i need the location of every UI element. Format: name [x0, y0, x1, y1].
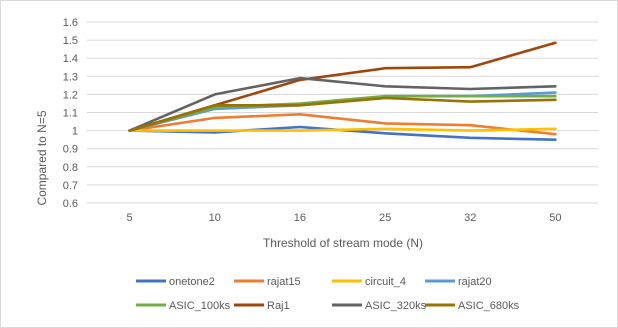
x-tick-label: 5 [127, 212, 133, 224]
series-line-asic-100ks [128, 94, 557, 132]
legend-label: ASIC_100ks [169, 300, 231, 312]
y-tick-label: 1 [72, 126, 78, 138]
series-line-raj1 [128, 41, 557, 132]
legend-item: ASIC_680ks [425, 300, 520, 312]
y-tick-label: 1.4 [63, 53, 78, 65]
series-lines [128, 41, 557, 141]
legend-label: onetone2 [169, 276, 215, 288]
y-tick-label: 1.5 [63, 35, 78, 47]
legend-label: ASIC_680ks [458, 300, 520, 312]
legend-item: onetone2 [136, 276, 215, 288]
legend: onetone2 rajat15 circuit_4 rajat20 ASIC_100k… [136, 276, 520, 312]
y-tick-label: 0.8 [63, 162, 78, 174]
legend-item: rajat20 [425, 276, 492, 288]
y-tick-label: 1.6 [63, 17, 78, 29]
legend-label: ASIC_320ks [365, 300, 427, 312]
y-axis-title: Compared to N=5 [35, 110, 49, 205]
y-tick-label: 0.9 [63, 144, 78, 156]
series-line-asic-680ks [128, 96, 557, 132]
legend-item: ASIC_320ks [332, 300, 427, 312]
legend-item: rajat15 [234, 276, 301, 288]
x-axis-title: Threshold of stream mode (N) [263, 236, 423, 250]
x-tick-label: 10 [209, 212, 221, 224]
y-tick-label: 1.1 [63, 108, 78, 120]
legend-label: rajat15 [267, 276, 301, 288]
legend-item: circuit_4 [332, 276, 406, 288]
x-tick-label: 32 [464, 212, 476, 224]
legend-label: Raj1 [267, 300, 290, 312]
y-axis-ticks: 0.6 0.7 0.8 0.9 1 1.1 1.2 1.3 1.4 1.5 1.6 [63, 17, 78, 210]
y-tick-label: 1.2 [63, 89, 78, 101]
y-tick-label: 0.6 [63, 198, 78, 210]
x-tick-label: 16 [294, 212, 306, 224]
series-line-circuit-4 [128, 127, 557, 132]
legend-label: rajat20 [458, 276, 492, 288]
legend-label: circuit_4 [365, 276, 406, 288]
legend-item: Raj1 [234, 300, 290, 312]
x-axis-ticks: 5 10 16 25 32 50 [127, 212, 562, 224]
y-tick-label: 0.7 [63, 180, 78, 192]
x-tick-label: 50 [549, 212, 561, 224]
y-tick-label: 1.3 [63, 71, 78, 83]
series-line-rajat15 [128, 113, 557, 136]
x-tick-label: 25 [379, 212, 391, 224]
gridlines [87, 21, 598, 204]
series-line-asic-320ks [128, 76, 557, 132]
legend-item: ASIC_100ks [136, 300, 231, 312]
